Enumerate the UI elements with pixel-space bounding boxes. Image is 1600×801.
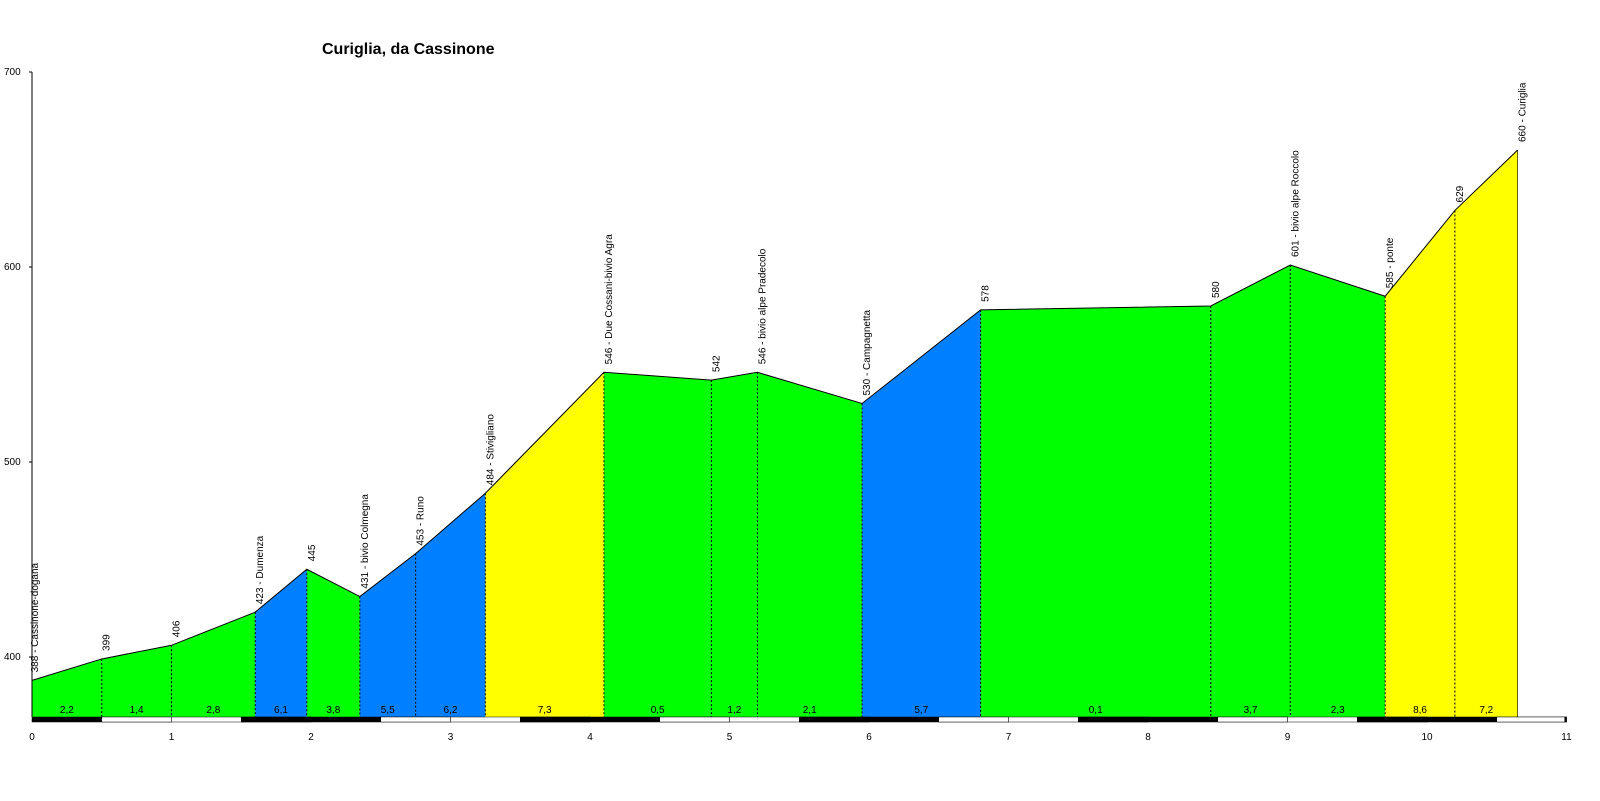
waypoint-label: 601 - bivio alpe Roccolo [1290, 150, 1301, 257]
waypoint-labels: 388 - Cassinone-dogana 399 406 423 - Dumenz… [30, 82, 1529, 672]
x-tick-label: 4 [587, 732, 593, 743]
profile-segment-10 [711, 372, 758, 717]
waypoint-label: 578 [981, 285, 992, 302]
profile-line [31, 149, 1519, 681]
profile-segment-16 [1385, 210, 1455, 717]
x-tick-label: 1 [169, 732, 175, 743]
x-tick-label: 5 [727, 732, 733, 743]
profile-segment-5 [306, 569, 360, 717]
gradient-label: 2,1 [803, 705, 817, 716]
gradient-label: 3,7 [1244, 705, 1258, 716]
gradient-label: 0,5 [651, 705, 665, 716]
km-bar-half [938, 716, 1009, 723]
gradient-labels: 2,2 1,4 2,8 6,1 3,8 5,5 6,2 7,3 0,5 1,2 2,1 5,7 0,1 3… [60, 705, 1494, 716]
profile-segment-2 [101, 645, 172, 717]
gradient-label: 1,2 [727, 705, 741, 716]
gradient-label: 6,2 [444, 705, 458, 716]
x-tick-label: 3 [448, 732, 454, 743]
gradient-label: 2,2 [60, 705, 74, 716]
profile-segment-17 [1454, 150, 1518, 717]
waypoint-label: 431 - bivio Colmegna [360, 494, 371, 589]
gradient-label: 5,7 [914, 705, 928, 716]
waypoint-label: 629 [1455, 185, 1466, 202]
gradient-label: 6,1 [274, 705, 288, 716]
profile-segment-13 [980, 306, 1211, 717]
km-bar-end [1564, 717, 1567, 722]
km-bar-half [799, 716, 870, 723]
waypoint-label: 660 - Curiglia [1518, 82, 1529, 142]
gradient-label: 8,6 [1413, 705, 1427, 716]
gradient-label: 7,2 [1479, 705, 1493, 716]
profile-segment-12 [862, 309, 981, 717]
x-tick-label: 7 [1006, 732, 1012, 743]
axes [29, 71, 33, 717]
x-tick-label: 11 [1561, 732, 1572, 743]
y-tick-label: 500 [4, 457, 21, 468]
waypoint-label: 484 - Stivigliano [485, 414, 496, 486]
profile-segment-6 [359, 553, 416, 717]
waypoint-label: 388 - Cassinone-dogana [30, 562, 41, 672]
y-tick-label: 400 [4, 652, 21, 663]
gradient-label: 2,3 [1331, 705, 1345, 716]
km-scale-bar [31, 716, 1567, 723]
waypoint-label: 580 [1211, 281, 1222, 298]
km-bar-half [1357, 716, 1428, 723]
km-bar-half [520, 716, 591, 723]
y-tick-label: 600 [4, 262, 21, 273]
profile-segment-8 [485, 372, 604, 717]
gradient-label: 1,4 [130, 705, 144, 716]
waypoint-label: 530 - Campagnetta [862, 309, 873, 395]
x-tick-label: 9 [1285, 732, 1291, 743]
gradient-label: 0,1 [1089, 705, 1103, 716]
profile-segment-4 [255, 569, 307, 717]
profile-segment-15 [1290, 265, 1386, 717]
x-tick-label: 0 [29, 732, 35, 743]
profile-segment-3 [171, 612, 256, 717]
y-tick-label: 700 [4, 67, 21, 78]
x-tick-label: 2 [308, 732, 314, 743]
x-tick-label: 6 [866, 732, 872, 743]
km-bar-half [1496, 716, 1567, 723]
gradient-label: 5,5 [381, 705, 395, 716]
km-bar-half [1217, 716, 1288, 723]
km-bar-half [1078, 716, 1149, 723]
gradient-label: 7,3 [538, 705, 552, 716]
km-bar-half [241, 716, 312, 723]
profile-areas [32, 150, 1518, 717]
waypoint-label: 546 - Due Cossani-bivio Agra [604, 234, 615, 365]
profile-segment-11 [757, 372, 863, 717]
profile-segment-1 [32, 658, 102, 717]
profile-segment-7 [415, 493, 486, 717]
km-bar-half [101, 716, 172, 723]
x-tick-label: 10 [1421, 732, 1433, 743]
gradient-label: 3,8 [326, 705, 340, 716]
waypoint-label: 406 [172, 620, 183, 637]
km-bar-half [380, 716, 451, 723]
waypoint-label: 399 [102, 634, 113, 651]
waypoint-label: 546 - bivio alpe Pradecolo [757, 248, 768, 364]
chart-title: Curiglia, da Cassinone [322, 41, 495, 58]
waypoint-label: 542 [711, 355, 722, 372]
profile-segment-14 [1210, 265, 1291, 717]
km-bar-half [659, 716, 730, 723]
tick-labels: 400 500 600 700 0 1 2 3 4 5 6 7 8 9 10 11 [4, 67, 1572, 743]
profile-outline [31, 149, 1519, 681]
waypoint-label: 585 - ponte [1385, 237, 1396, 288]
waypoint-label: 453 - Runo [416, 496, 427, 546]
waypoint-label: 445 [307, 544, 318, 561]
x-tick-label: 8 [1145, 732, 1151, 743]
waypoint-droplines [101, 150, 1518, 717]
waypoint-label: 423 - Dumenza [255, 535, 266, 604]
profile-segment-9 [603, 372, 712, 717]
gradient-label: 2,8 [206, 705, 220, 716]
